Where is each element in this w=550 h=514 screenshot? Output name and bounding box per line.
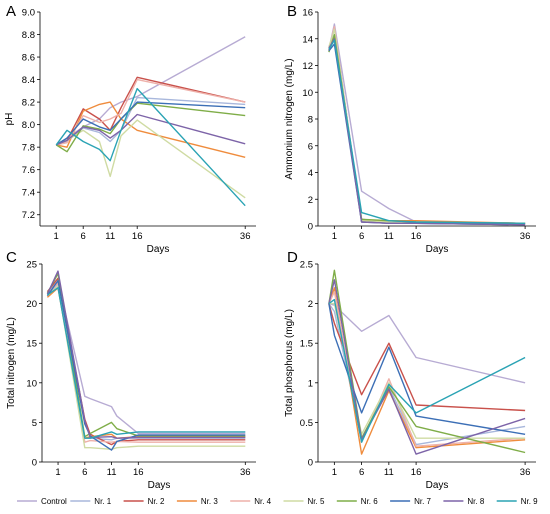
x-tick-label: 16 — [411, 467, 422, 478]
legend-label: Nr. 3 — [201, 497, 218, 506]
series-line-nr-9 — [47, 287, 246, 439]
legend-label: Nr. 4 — [254, 497, 271, 506]
y-tick-label: 8.4 — [22, 75, 35, 86]
y-axis-label: Total phosphorus (mg/L) — [284, 309, 295, 417]
series-line-nr-6 — [46, 272, 246, 438]
y-tick-label: 1.5 — [300, 339, 313, 350]
series-line-nr-5 — [46, 285, 246, 450]
y-tick-label: 7.8 — [22, 143, 35, 154]
y-tick-label: 0 — [308, 458, 313, 469]
series-line-control — [46, 280, 246, 435]
series-line-nr-7 — [46, 279, 246, 451]
x-tick-label: 1 — [332, 467, 337, 478]
y-tick-label: 20 — [26, 299, 37, 310]
x-tick-label: 36 — [240, 467, 251, 478]
x-tick-label: 6 — [359, 231, 364, 242]
x-tick-label: 11 — [384, 231, 394, 242]
y-tick-label: 7.4 — [22, 188, 35, 199]
y-tick-label: 10 — [302, 88, 313, 99]
legend-label: Nr. 6 — [361, 497, 378, 506]
y-tick-label: 8.0 — [22, 120, 35, 131]
y-tick-label: 16 — [302, 8, 313, 19]
series-line-nr-8 — [46, 270, 246, 439]
series-line-nr-9 — [328, 298, 526, 443]
y-tick-label: 4 — [308, 168, 313, 179]
y-tick-label: 0 — [32, 458, 37, 469]
panel-letter: A — [6, 3, 16, 20]
series-line-nr-8 — [55, 113, 246, 146]
x-tick-label: 1 — [54, 231, 59, 242]
series-line-nr-9 — [328, 39, 526, 224]
y-tick-label: 14 — [302, 34, 313, 45]
x-axis-label: Days — [426, 244, 449, 255]
y-tick-label: 9.0 — [22, 8, 35, 19]
y-tick-label: 0.5 — [300, 418, 313, 429]
y-tick-label: 2 — [308, 299, 313, 310]
legend-label: Nr. 5 — [308, 497, 325, 506]
series-line-nr-5 — [328, 302, 526, 439]
y-tick-label: 15 — [26, 339, 37, 350]
legend-label: Nr. 2 — [148, 497, 165, 506]
x-tick-label: 11 — [384, 467, 394, 478]
series-line-nr-7 — [55, 101, 246, 146]
series-line-control — [328, 302, 526, 384]
series-line-nr-3 — [328, 287, 526, 455]
x-tick-label: 6 — [81, 231, 86, 242]
y-tick-label: 8.6 — [22, 53, 35, 64]
series-line-nr-9 — [55, 87, 246, 207]
series-line-nr-5 — [55, 119, 246, 199]
x-tick-label: 1 — [55, 467, 60, 478]
y-tick-label: 7.2 — [22, 210, 35, 221]
legend-label: Nr. 9 — [521, 497, 538, 506]
x-tick-label: 6 — [82, 467, 87, 478]
x-tick-label: 16 — [132, 231, 143, 242]
legend-label: Control — [41, 497, 67, 506]
x-axis-label: Days — [147, 244, 170, 255]
legend-label: Nr. 7 — [414, 497, 431, 506]
series-line-nr-2 — [328, 303, 526, 412]
series-line-nr-4 — [328, 291, 526, 447]
x-axis-label: Days — [426, 480, 449, 491]
y-tick-label: 0 — [308, 222, 313, 233]
x-tick-label: 1 — [332, 231, 337, 242]
legend-label: Nr. 8 — [467, 497, 484, 506]
panel-letter: C — [6, 249, 17, 266]
x-tick-label: 36 — [240, 231, 251, 242]
series-line-nr-8 — [328, 38, 526, 226]
y-axis-label: pH — [4, 113, 15, 126]
x-tick-label: 36 — [520, 467, 531, 478]
y-tick-label: 6 — [308, 141, 313, 152]
x-tick-label: 36 — [520, 231, 531, 242]
y-tick-label: 25 — [26, 260, 37, 271]
y-tick-label: 8.2 — [22, 98, 35, 109]
legend: Control Nr. 1 Nr. 2 Nr. 3 Nr. 4 Nr. 5 Nr. 6 Nr.… — [17, 497, 538, 506]
y-tick-label: 8 — [308, 115, 313, 126]
x-tick-label: 11 — [107, 467, 117, 478]
y-tick-label: 10 — [26, 378, 37, 389]
series-line-nr-3 — [56, 101, 246, 158]
legend-label: Nr. 1 — [94, 497, 111, 506]
series-line-nr-7 — [328, 303, 526, 435]
y-tick-label: 5 — [32, 418, 37, 429]
y-tick-label: 7.6 — [22, 165, 35, 176]
y-tick-label: 12 — [302, 61, 313, 72]
y-tick-label: 2.5 — [300, 260, 313, 271]
panel-letter: D — [287, 249, 298, 266]
panel-a: A7.27.47.67.88.08.28.48.68.89.01 6 11 16 36D… — [4, 3, 256, 255]
x-tick-label: 16 — [411, 231, 422, 242]
x-tick-label: 11 — [105, 231, 115, 242]
y-tick-label: 2 — [308, 195, 313, 206]
y-axis-label: Ammonium nitrogen (mg/L) — [284, 58, 295, 179]
y-axis-label: Total nitrogen (mg/L) — [6, 317, 17, 409]
panel-letter: B — [287, 3, 297, 20]
x-tick-label: 16 — [133, 467, 144, 478]
y-tick-label: 1 — [308, 378, 313, 389]
y-tick-label: 8.8 — [22, 30, 35, 41]
x-tick-label: 6 — [359, 467, 364, 478]
x-axis-label: Days — [148, 480, 171, 491]
